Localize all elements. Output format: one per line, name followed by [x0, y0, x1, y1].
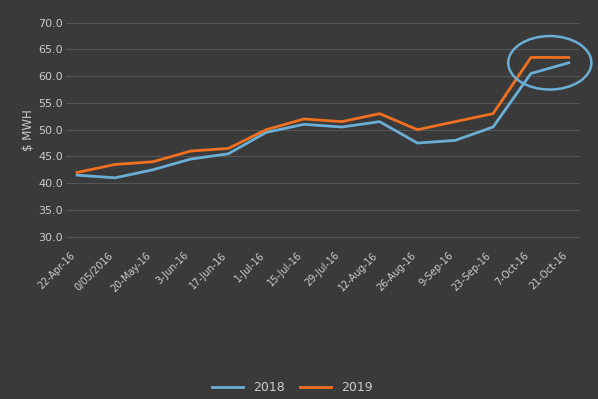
- 2019: [490, 111, 497, 116]
- 2019: [527, 55, 535, 60]
- 2018: [490, 124, 497, 129]
- 2018: [187, 157, 194, 162]
- 2019: [149, 159, 156, 164]
- 2018: [376, 119, 383, 124]
- 2019: [451, 119, 459, 124]
- 2019: [338, 119, 346, 124]
- 2018: [225, 151, 232, 156]
- 2019: [376, 111, 383, 116]
- 2019: [74, 170, 81, 175]
- 2019: [263, 127, 270, 132]
- Y-axis label: $ MWH: $ MWH: [23, 109, 35, 150]
- 2018: [300, 122, 307, 127]
- 2019: [565, 55, 572, 60]
- 2018: [74, 173, 81, 178]
- 2018: [527, 71, 535, 76]
- 2018: [414, 141, 421, 146]
- 2019: [111, 162, 118, 167]
- 2018: [263, 130, 270, 135]
- Line: 2019: 2019: [77, 57, 569, 172]
- 2019: [414, 127, 421, 132]
- 2019: [300, 117, 307, 121]
- Line: 2018: 2018: [77, 63, 569, 178]
- Legend: 2018, 2019: 2018, 2019: [207, 376, 377, 399]
- 2019: [187, 149, 194, 154]
- 2018: [565, 60, 572, 65]
- 2018: [111, 176, 118, 180]
- 2018: [338, 124, 346, 129]
- 2018: [451, 138, 459, 143]
- 2018: [149, 168, 156, 172]
- 2019: [225, 146, 232, 151]
